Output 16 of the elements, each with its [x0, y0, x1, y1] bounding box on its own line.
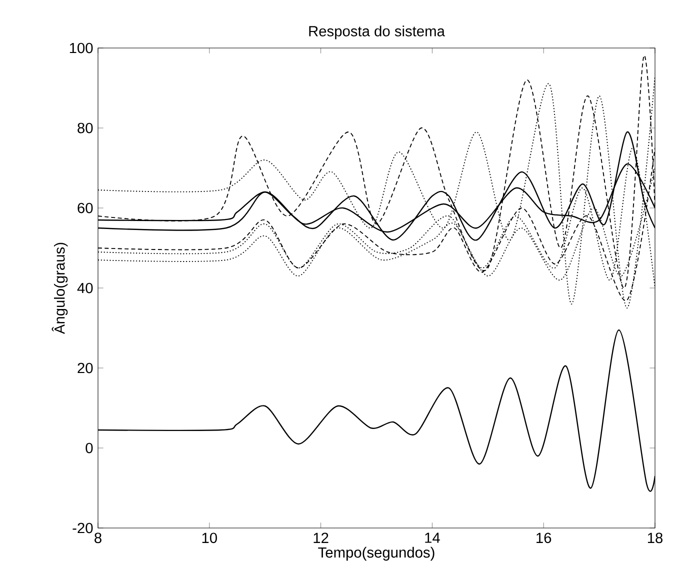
y-tick-label: 40	[77, 282, 93, 294]
y-axis-title: Ângulo(graus)	[52, 242, 68, 334]
x-tick-label: 18	[648, 532, 663, 544]
y-tick-label: -20	[72, 522, 93, 534]
x-tick-label: 10	[202, 532, 217, 544]
chart-title: Resposta do sistema	[309, 26, 445, 40]
x-tick-label: 8	[94, 532, 102, 544]
x-tick-label: 14	[425, 532, 440, 543]
y-tick-label: 20	[78, 362, 93, 374]
y-tick-label: 60	[78, 202, 93, 214]
x-axis-title: Tempo(segundos)	[318, 546, 434, 561]
y-tick-label: 100	[70, 42, 93, 54]
y-tick-label: 0	[86, 442, 93, 454]
x-tick-label: 16	[536, 532, 552, 544]
x-tick-label: 12	[314, 532, 328, 543]
y-tick-label: 80	[78, 122, 93, 134]
